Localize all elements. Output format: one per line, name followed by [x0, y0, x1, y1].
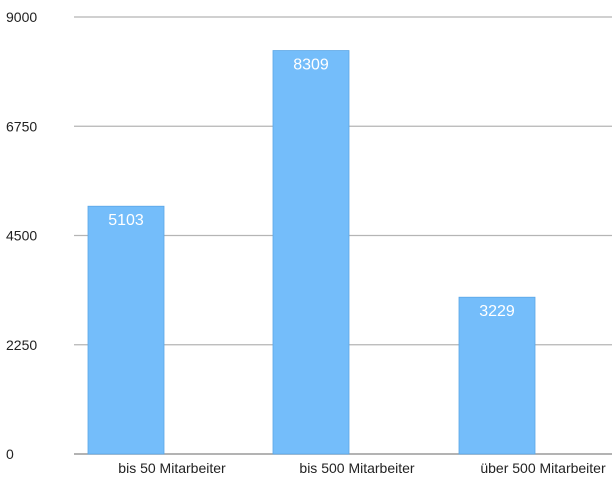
bar-value-label: 5103: [108, 212, 144, 229]
y-tick-label: 4500: [6, 228, 37, 244]
y-tick-label: 0: [6, 446, 14, 462]
x-axis-category-labels: bis 50 Mitarbeiter bis 500 Mitarbeiter übe…: [118, 460, 606, 476]
bar-value-label: 8309: [293, 57, 329, 74]
bars: [87, 50, 536, 455]
y-tick-label: 6750: [6, 118, 37, 134]
y-tick-label: 9000: [6, 9, 37, 25]
x-category-label: über 500 Mitarbeiter: [480, 460, 606, 476]
x-category-label: bis 50 Mitarbeiter: [118, 460, 226, 476]
bar-value-label: 3229: [479, 303, 515, 320]
bar: [272, 50, 350, 455]
x-category-label: bis 500 Mitarbeiter: [299, 460, 415, 476]
bar: [87, 205, 165, 455]
bar: [458, 296, 536, 455]
y-axis-tick-labels: 0 2250 4500 6750 9000: [6, 9, 37, 462]
data-labels: 5103 8309 3229: [108, 57, 515, 321]
y-tick-label: 2250: [6, 337, 37, 353]
